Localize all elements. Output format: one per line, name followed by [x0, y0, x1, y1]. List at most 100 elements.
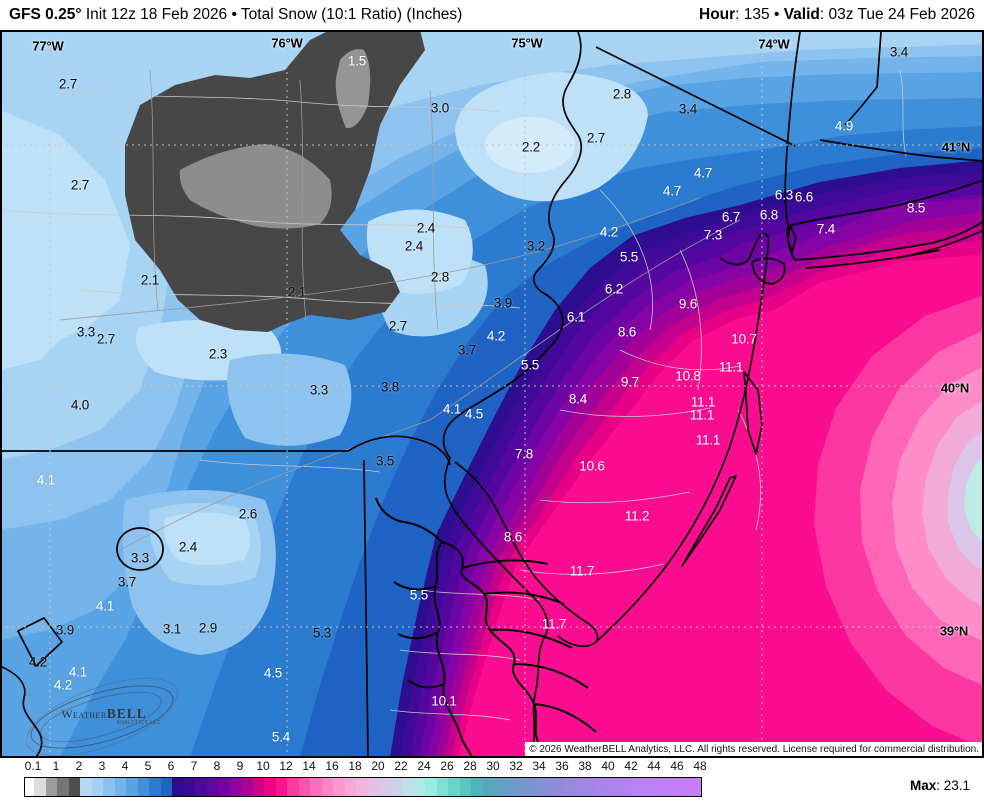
graticule — [0, 30, 984, 757]
snow-value-label: 11.1 — [689, 407, 715, 423]
snow-value-label: 3.9 — [55, 622, 75, 638]
legend-tick: 38 — [578, 759, 592, 773]
snow-value-label: 2.2 — [521, 139, 541, 155]
valid-time: Hour: 135 • Valid: 03z Tue 24 Feb 2026 — [699, 6, 975, 23]
baltimore-beltway — [116, 527, 164, 571]
legend-tick: 3 — [98, 759, 106, 773]
snow-value-label: 2.8 — [430, 269, 450, 285]
snow-value-label: 2.7 — [388, 318, 408, 334]
logo-weather-text: Weather — [61, 707, 107, 721]
legend-color-segment — [57, 778, 69, 796]
legend-tick: 28 — [463, 759, 477, 773]
snow-value-label: 3.4 — [889, 44, 909, 60]
snow-value-label: 3.3 — [130, 550, 150, 566]
snow-value-label: 5.3 — [312, 625, 332, 641]
snow-value-label: 10.1 — [431, 693, 457, 709]
legend-color-segment — [333, 778, 345, 796]
snow-value-label: 11.7 — [569, 563, 595, 579]
snow-value-label: 3.5 — [375, 453, 395, 469]
legend-color-segment — [540, 778, 552, 796]
forecast-map: 2.7 2.7 1.5 3.0 2.8 2.2 2.7 3.4 3.4 4.9 4.7 4.7 6.3 6… — [0, 30, 984, 773]
dc-boundary — [17, 617, 63, 667]
snow-value-label: 4.0 — [70, 397, 90, 413]
snow-value-label: 6.8 — [759, 207, 779, 223]
legend-tick: 30 — [486, 759, 500, 773]
snow-value-label: 4.1 — [36, 472, 56, 488]
legend-color-segment — [632, 778, 644, 796]
legend-color-segment — [367, 778, 379, 796]
legend-tick-labels: 0.1 1 2 3 4 5 6 7 8 9 10 12 14 16 18 20 22 24 26 28 30 32 34 36… — [0, 759, 984, 774]
legend-color-segment — [574, 778, 586, 796]
legend-tick: 4 — [121, 759, 129, 773]
snow-value-label: 3.3 — [76, 324, 96, 340]
snow-value-label: 2.7 — [586, 130, 606, 146]
legend-tick: 26 — [440, 759, 454, 773]
ct-coast — [819, 139, 984, 162]
legend-color-segment — [137, 778, 149, 796]
snow-value-label: 3.7 — [457, 342, 477, 358]
legend-tick: 36 — [555, 759, 569, 773]
legend-color-segment — [45, 778, 57, 796]
legend-color-segment — [609, 778, 621, 796]
legend-color-segment — [563, 778, 575, 796]
snow-value-label: 4.1 — [95, 598, 115, 614]
legend-color-segment — [321, 778, 333, 796]
snow-value-label: 2.7 — [70, 177, 90, 193]
snow-value-label: 5.5 — [520, 357, 540, 373]
snow-value-label: 10.8 — [675, 368, 701, 384]
snow-value-label: 4.7 — [662, 183, 682, 199]
legend-color-segment — [160, 778, 172, 796]
snow-value-label: 7.3 — [703, 227, 723, 243]
snow-value-label: 1.5 — [347, 53, 367, 69]
legend-tick: 6 — [167, 759, 175, 773]
legend-color-segment — [264, 778, 276, 796]
legend-tick: 7 — [190, 759, 198, 773]
legend-color-segment — [620, 778, 632, 796]
snow-value-label: 4.2 — [599, 224, 619, 240]
snow-value-label: 6.6 — [794, 189, 814, 205]
snow-value-label: 4.7 — [693, 165, 713, 181]
legend-color-segment — [195, 778, 207, 796]
snow-value-label: 2.4 — [416, 220, 436, 236]
snow-value-label: 5.5 — [619, 249, 639, 265]
state-borders — [0, 31, 984, 758]
legend-color-segment — [643, 778, 655, 796]
snow-value-label: 2.3 — [208, 346, 228, 362]
snow-value-label: 3.8 — [380, 379, 400, 395]
snow-value-label: 11.7 — [541, 616, 567, 632]
snow-value-label: 10.7 — [731, 331, 757, 347]
legend-color-segment — [528, 778, 540, 796]
snow-value-label: 8.5 — [906, 200, 926, 216]
legend-tick: 20 — [371, 759, 385, 773]
legend-tick: 12 — [279, 759, 293, 773]
hour-label: Hour — [699, 6, 736, 23]
legend-color-segment — [655, 778, 667, 796]
snow-value-label: 3.9 — [493, 295, 513, 311]
legend-tick: 18 — [348, 759, 362, 773]
legend-color-segment — [379, 778, 391, 796]
title-bar: GFS 0.25° Init 12z 18 Feb 2026 • Total S… — [0, 0, 984, 30]
legend-color-segment — [597, 778, 609, 796]
legend-color-segment — [298, 778, 310, 796]
snowfall-contour-map — [0, 30, 984, 758]
snow-value-label: 8.4 — [568, 391, 588, 407]
snow-value-label: 9.7 — [620, 374, 640, 390]
snow-value-label: 4.2 — [28, 654, 48, 670]
legend-color-segment — [68, 778, 80, 796]
snow-value-label: 3.7 — [117, 574, 137, 590]
legend-tick: 42 — [624, 759, 638, 773]
model-name: GFS 0.25° — [9, 6, 82, 23]
snow-value-label: 7.8 — [514, 446, 534, 462]
legend-color-segment — [206, 778, 218, 796]
snow-value-label: 4.1 — [442, 401, 462, 417]
legend-color-segment — [402, 778, 414, 796]
legend-color-segment — [183, 778, 195, 796]
legend-tick: 14 — [302, 759, 316, 773]
legend-color-segment — [114, 778, 126, 796]
snow-value-label: 6.1 — [566, 309, 586, 325]
county-lines — [0, 69, 907, 721]
snow-value-label: 10.6 — [579, 458, 605, 474]
snow-value-label: 5.4 — [271, 729, 291, 745]
legend-color-segment — [459, 778, 471, 796]
snow-value-label: 11.1 — [718, 359, 744, 375]
